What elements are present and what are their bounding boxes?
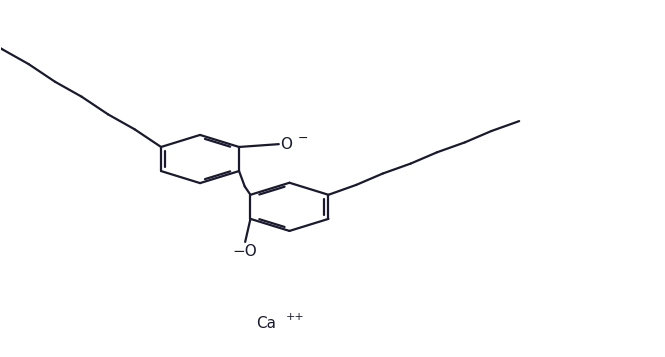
Text: Ca: Ca — [256, 316, 276, 331]
Text: ++: ++ — [286, 312, 305, 322]
Text: −: − — [297, 132, 308, 145]
Text: O: O — [280, 137, 292, 152]
Text: −O: −O — [233, 244, 257, 259]
